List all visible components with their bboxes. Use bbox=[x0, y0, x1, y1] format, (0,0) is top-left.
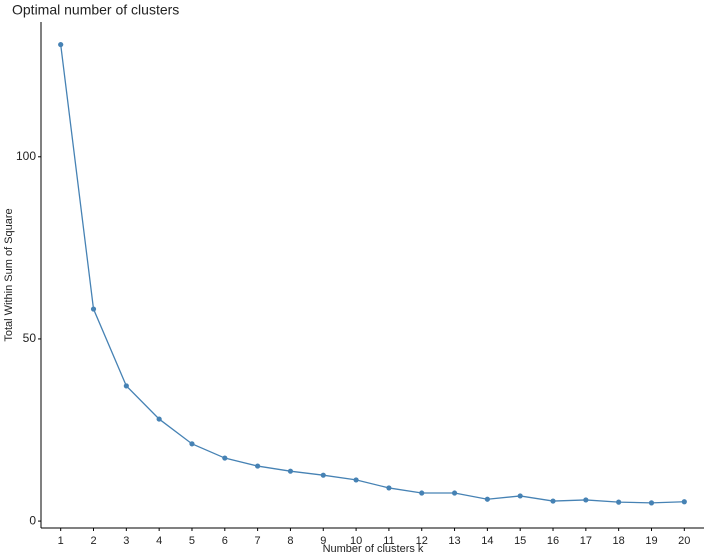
point bbox=[419, 490, 425, 496]
x-tick-label: 19 bbox=[645, 535, 657, 547]
y-tick-label: 100 bbox=[16, 149, 36, 163]
y-tick-label: 50 bbox=[23, 331, 37, 345]
point bbox=[123, 383, 129, 389]
point bbox=[156, 416, 162, 422]
point bbox=[681, 499, 687, 505]
point bbox=[222, 455, 228, 461]
point bbox=[58, 41, 64, 48]
x-tick-label: 5 bbox=[189, 535, 195, 547]
x-tick-label: 2 bbox=[90, 535, 96, 547]
y-tick-label: 0 bbox=[29, 513, 36, 527]
x-tick-label: 9 bbox=[320, 535, 326, 547]
point bbox=[616, 499, 622, 505]
line bbox=[60, 44, 685, 504]
point bbox=[255, 463, 261, 469]
x-tick-label: 20 bbox=[678, 535, 690, 547]
point bbox=[484, 496, 490, 502]
x-tick-label: 16 bbox=[547, 535, 559, 547]
x-tick-label: 11 bbox=[383, 535, 394, 547]
x-tick-label: 7 bbox=[255, 535, 261, 547]
point bbox=[550, 498, 556, 504]
x-axis-label: Number of clusters k bbox=[323, 543, 424, 555]
point bbox=[451, 490, 458, 496]
x-tick-label: 1 bbox=[58, 535, 64, 547]
point bbox=[320, 472, 326, 478]
point bbox=[583, 497, 589, 503]
point bbox=[353, 477, 359, 483]
point bbox=[189, 441, 195, 447]
x-tick-label: 15 bbox=[514, 535, 526, 547]
chart-title: Optimal number of clusters bbox=[12, 2, 179, 18]
x-tick-label: 3 bbox=[123, 535, 129, 547]
x-tick-label: 13 bbox=[448, 535, 460, 547]
y-axis-label: Total Within Sum of Square bbox=[3, 208, 15, 341]
x-tick-label: 12 bbox=[416, 535, 428, 547]
point bbox=[517, 493, 523, 499]
x-tick-label: 14 bbox=[481, 535, 493, 547]
x-tick-label: 18 bbox=[613, 535, 625, 547]
point bbox=[648, 500, 655, 506]
x-tick-label: 17 bbox=[580, 535, 592, 547]
x-tick-label: 8 bbox=[287, 535, 293, 547]
x-tick-label: 4 bbox=[156, 535, 162, 547]
x-tick-label: 10 bbox=[350, 535, 362, 547]
point bbox=[90, 306, 97, 312]
x-tick-label: 6 bbox=[222, 535, 228, 547]
point bbox=[287, 468, 294, 474]
point bbox=[386, 485, 392, 491]
